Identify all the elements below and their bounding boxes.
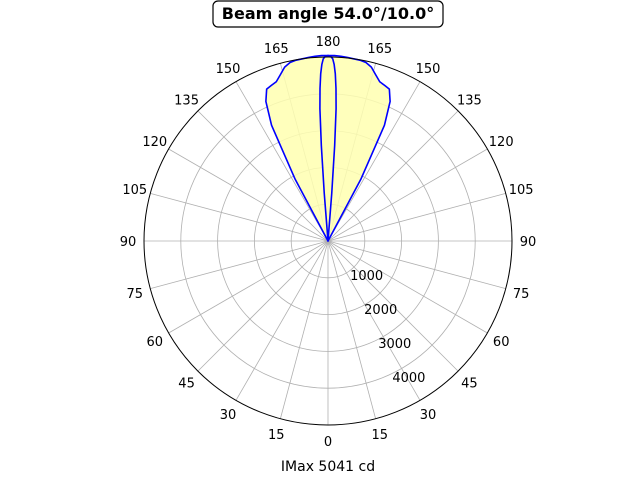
angle-tick-label: 30 — [420, 408, 437, 423]
radial-tick-label: 2000 — [364, 303, 397, 318]
angular-gridline — [327, 148, 488, 242]
angle-tick-label: 15 — [268, 428, 285, 443]
angle-tick-label: 135 — [174, 94, 199, 109]
polar-outline — [143, 56, 513, 426]
angular-gridline — [327, 240, 421, 401]
angle-tick-label: 15 — [371, 428, 388, 443]
angular-gridline — [327, 240, 488, 334]
angle-tick-label: 165 — [264, 42, 289, 57]
angular-gridline — [327, 192, 506, 242]
intensity-fill-narrow — [319, 55, 337, 241]
angle-tick-label: 120 — [489, 135, 514, 150]
angle-tick-label: 135 — [457, 94, 482, 109]
angle-tick-label: 45 — [461, 376, 478, 391]
angular-gridline — [168, 240, 329, 334]
angle-tick-label: 30 — [220, 408, 237, 423]
angular-gridline — [327, 110, 459, 242]
angular-gridline — [150, 192, 329, 242]
angular-gridline — [150, 240, 329, 290]
angular-gridline — [327, 240, 377, 419]
radial-tick-label: 4000 — [392, 371, 425, 386]
angle-tick-label: 75 — [127, 287, 144, 302]
angle-tick-label: 150 — [216, 62, 241, 77]
angular-gridline — [279, 240, 329, 419]
angular-gridline — [327, 81, 421, 242]
angle-tick-labels: 0 15 30 45 60 75 90 105 120 135 150 165 180 165 150 135… — [120, 35, 537, 450]
angular-gridline — [235, 81, 329, 242]
angle-tick-label: 105 — [509, 183, 534, 198]
angular-gridline — [168, 148, 329, 242]
angle-tick-label: 90 — [520, 235, 537, 250]
angular-gridline — [197, 110, 329, 242]
angular-gridline — [235, 240, 329, 401]
chart-title: Beam angle 54.0°/10.0° — [212, 0, 444, 28]
angular-gridline — [197, 240, 329, 372]
angular-gridline — [327, 240, 506, 290]
x-axis-label: IMax 5041 cd — [281, 459, 375, 475]
radial-tick-labels: 1000 2000 3000 4000 — [350, 269, 425, 386]
angle-tick-label: 75 — [513, 287, 530, 302]
intensity-curve-narrow — [319, 54, 337, 242]
angle-tick-label: 60 — [493, 335, 510, 350]
title-box — [212, 0, 444, 28]
intensity-curves — [265, 54, 391, 242]
angle-tick-label: 105 — [122, 183, 147, 198]
angle-tick-label: 150 — [416, 62, 441, 77]
angle-tick-label: 120 — [142, 135, 167, 150]
radial-tick-label: 1000 — [350, 269, 383, 284]
angle-tick-label: 45 — [178, 376, 195, 391]
angle-tick-label: 0 — [324, 435, 332, 450]
radial-tick-label: 3000 — [378, 337, 411, 352]
angle-tick-label: 90 — [120, 235, 137, 250]
angle-tick-label: 60 — [147, 335, 164, 350]
title-label: Beam angle 54.0°/10.0° — [222, 4, 434, 23]
angle-tick-label: 165 — [367, 42, 392, 57]
angular-gridline — [327, 240, 459, 372]
angle-tick-label: 180 — [316, 35, 341, 50]
